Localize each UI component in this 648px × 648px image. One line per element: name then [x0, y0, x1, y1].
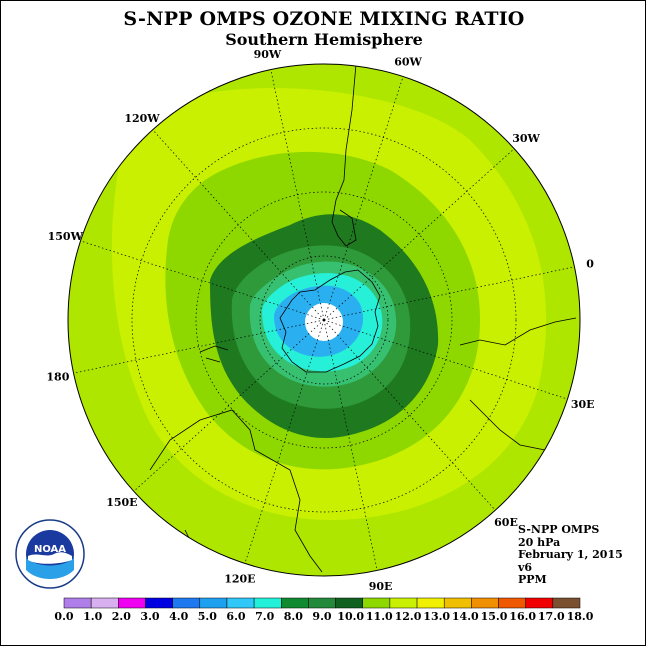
legend-swatch — [118, 597, 146, 609]
coastline-new-zealand — [199, 345, 229, 363]
legend-tick-label: 18.0 — [567, 610, 594, 623]
longitude-label: 150E — [106, 496, 137, 509]
legend-boxes — [63, 597, 581, 609]
info-version: v6 — [518, 560, 533, 574]
meridian-line — [133, 319, 325, 492]
meridian-line — [152, 129, 325, 321]
meridian-line — [270, 69, 325, 321]
longitude-label: 180 — [46, 371, 69, 384]
legend-tick-label: 2.0 — [112, 610, 131, 623]
legend-swatch — [362, 597, 391, 609]
legend-tick-label: 3.0 — [140, 610, 159, 623]
legend-swatch — [308, 597, 336, 609]
meridian-line — [323, 148, 515, 321]
legend-swatch — [90, 597, 119, 609]
globe-outline — [67, 63, 581, 577]
info-date: February 1, 2015 — [518, 548, 623, 561]
longitude-labels: 90W 60W 30W 0 30E 60E 90E 120E 150E 180 150W 120W — [46, 48, 594, 593]
legend-tick-label: 4.0 — [169, 610, 188, 623]
longitude-label: 90E — [369, 580, 393, 593]
legend-tick-label: 7.0 — [255, 610, 274, 623]
info-units: PPM — [518, 573, 547, 586]
longitude-label: 120E — [224, 573, 255, 586]
meridian-line — [73, 319, 325, 374]
legend-swatch — [498, 597, 526, 609]
longitude-label: 0 — [586, 257, 594, 270]
legend-tick-label: 5.0 — [198, 610, 217, 623]
legend-swatch — [471, 597, 499, 609]
legend-swatch — [253, 597, 282, 609]
legend-swatch — [525, 597, 554, 609]
longitude-label: 150W — [48, 230, 84, 243]
page-subtitle: Southern Hemisphere — [225, 30, 423, 49]
latitude-circle — [259, 255, 389, 385]
longitude-label: 30E — [571, 398, 595, 411]
meridian-line — [323, 76, 404, 321]
longitude-label: 60E — [494, 516, 518, 529]
polar-map: 90W 60W 30W 0 30E 60E 90E 120E 150E 180 150W 120W — [46, 48, 594, 593]
logo-text: NOAA — [34, 544, 66, 555]
meridian-line — [244, 319, 325, 564]
legend-tick-label: 10.0 — [337, 610, 364, 623]
legend-swatch — [172, 597, 201, 609]
legend-tick-label: 14.0 — [452, 610, 479, 623]
info-level: 20 hPa — [518, 535, 561, 549]
legend-tick-label: 6.0 — [226, 610, 245, 623]
coastline-antarctica — [279, 269, 381, 373]
meridian-line — [323, 266, 575, 321]
legend-swatch — [443, 597, 472, 609]
legend-tick-label: 12.0 — [395, 610, 422, 623]
legend-swatch — [199, 597, 228, 609]
meridian-line — [323, 319, 378, 571]
legend-tick-label: 17.0 — [538, 610, 565, 623]
meridian-line — [80, 240, 325, 321]
info-instrument: S-NPP OMPS — [518, 523, 600, 536]
legend-tick-label: 13.0 — [423, 610, 450, 623]
latitude-circle — [195, 191, 453, 449]
legend-swatch — [389, 597, 418, 609]
legend-tick-label: 8.0 — [284, 610, 303, 623]
coastline-south-america — [331, 64, 357, 247]
latitude-circle — [131, 127, 517, 513]
legend-swatch — [552, 597, 581, 609]
meridian-line — [323, 319, 496, 511]
info-block: S-NPP OMPS 20 hPa February 1, 2015 v6 PP… — [518, 523, 623, 587]
legend-swatch — [281, 597, 309, 609]
longitude-label: 90W — [254, 48, 282, 61]
meridian-line — [323, 319, 568, 400]
page-title: S-NPP OMPS OZONE MIXING RATIO — [123, 8, 525, 30]
longitude-label: 120W — [124, 112, 160, 125]
longitude-label: 30W — [512, 132, 540, 145]
legend-tick-label: 1.0 — [83, 610, 102, 623]
legend-tick-label: 0.0 — [54, 610, 73, 623]
color-legend: 0.0 1.0 2.0 3.0 4.0 5.0 6.0 7.0 8.0 9.0 10.0 11.0 12… — [54, 597, 594, 623]
legend-tick-label: 16.0 — [509, 610, 536, 623]
legend-swatch — [416, 597, 445, 609]
legend-swatch — [145, 597, 173, 609]
legend-tick-label: 15.0 — [481, 610, 508, 623]
legend-ticks: 0.0 1.0 2.0 3.0 4.0 5.0 6.0 7.0 8.0 9.0 10.0 11.0 12… — [54, 610, 593, 623]
legend-tick-label: 9.0 — [312, 610, 331, 623]
legend-tick-label: 11.0 — [366, 610, 393, 623]
legend-swatch — [226, 597, 255, 609]
legend-swatch — [63, 597, 92, 609]
graticule — [73, 69, 575, 571]
legend-swatch — [335, 597, 363, 609]
noaa-logo: NOAA — [15, 519, 85, 589]
band-core — [305, 303, 343, 341]
longitude-label: 60W — [394, 55, 422, 68]
